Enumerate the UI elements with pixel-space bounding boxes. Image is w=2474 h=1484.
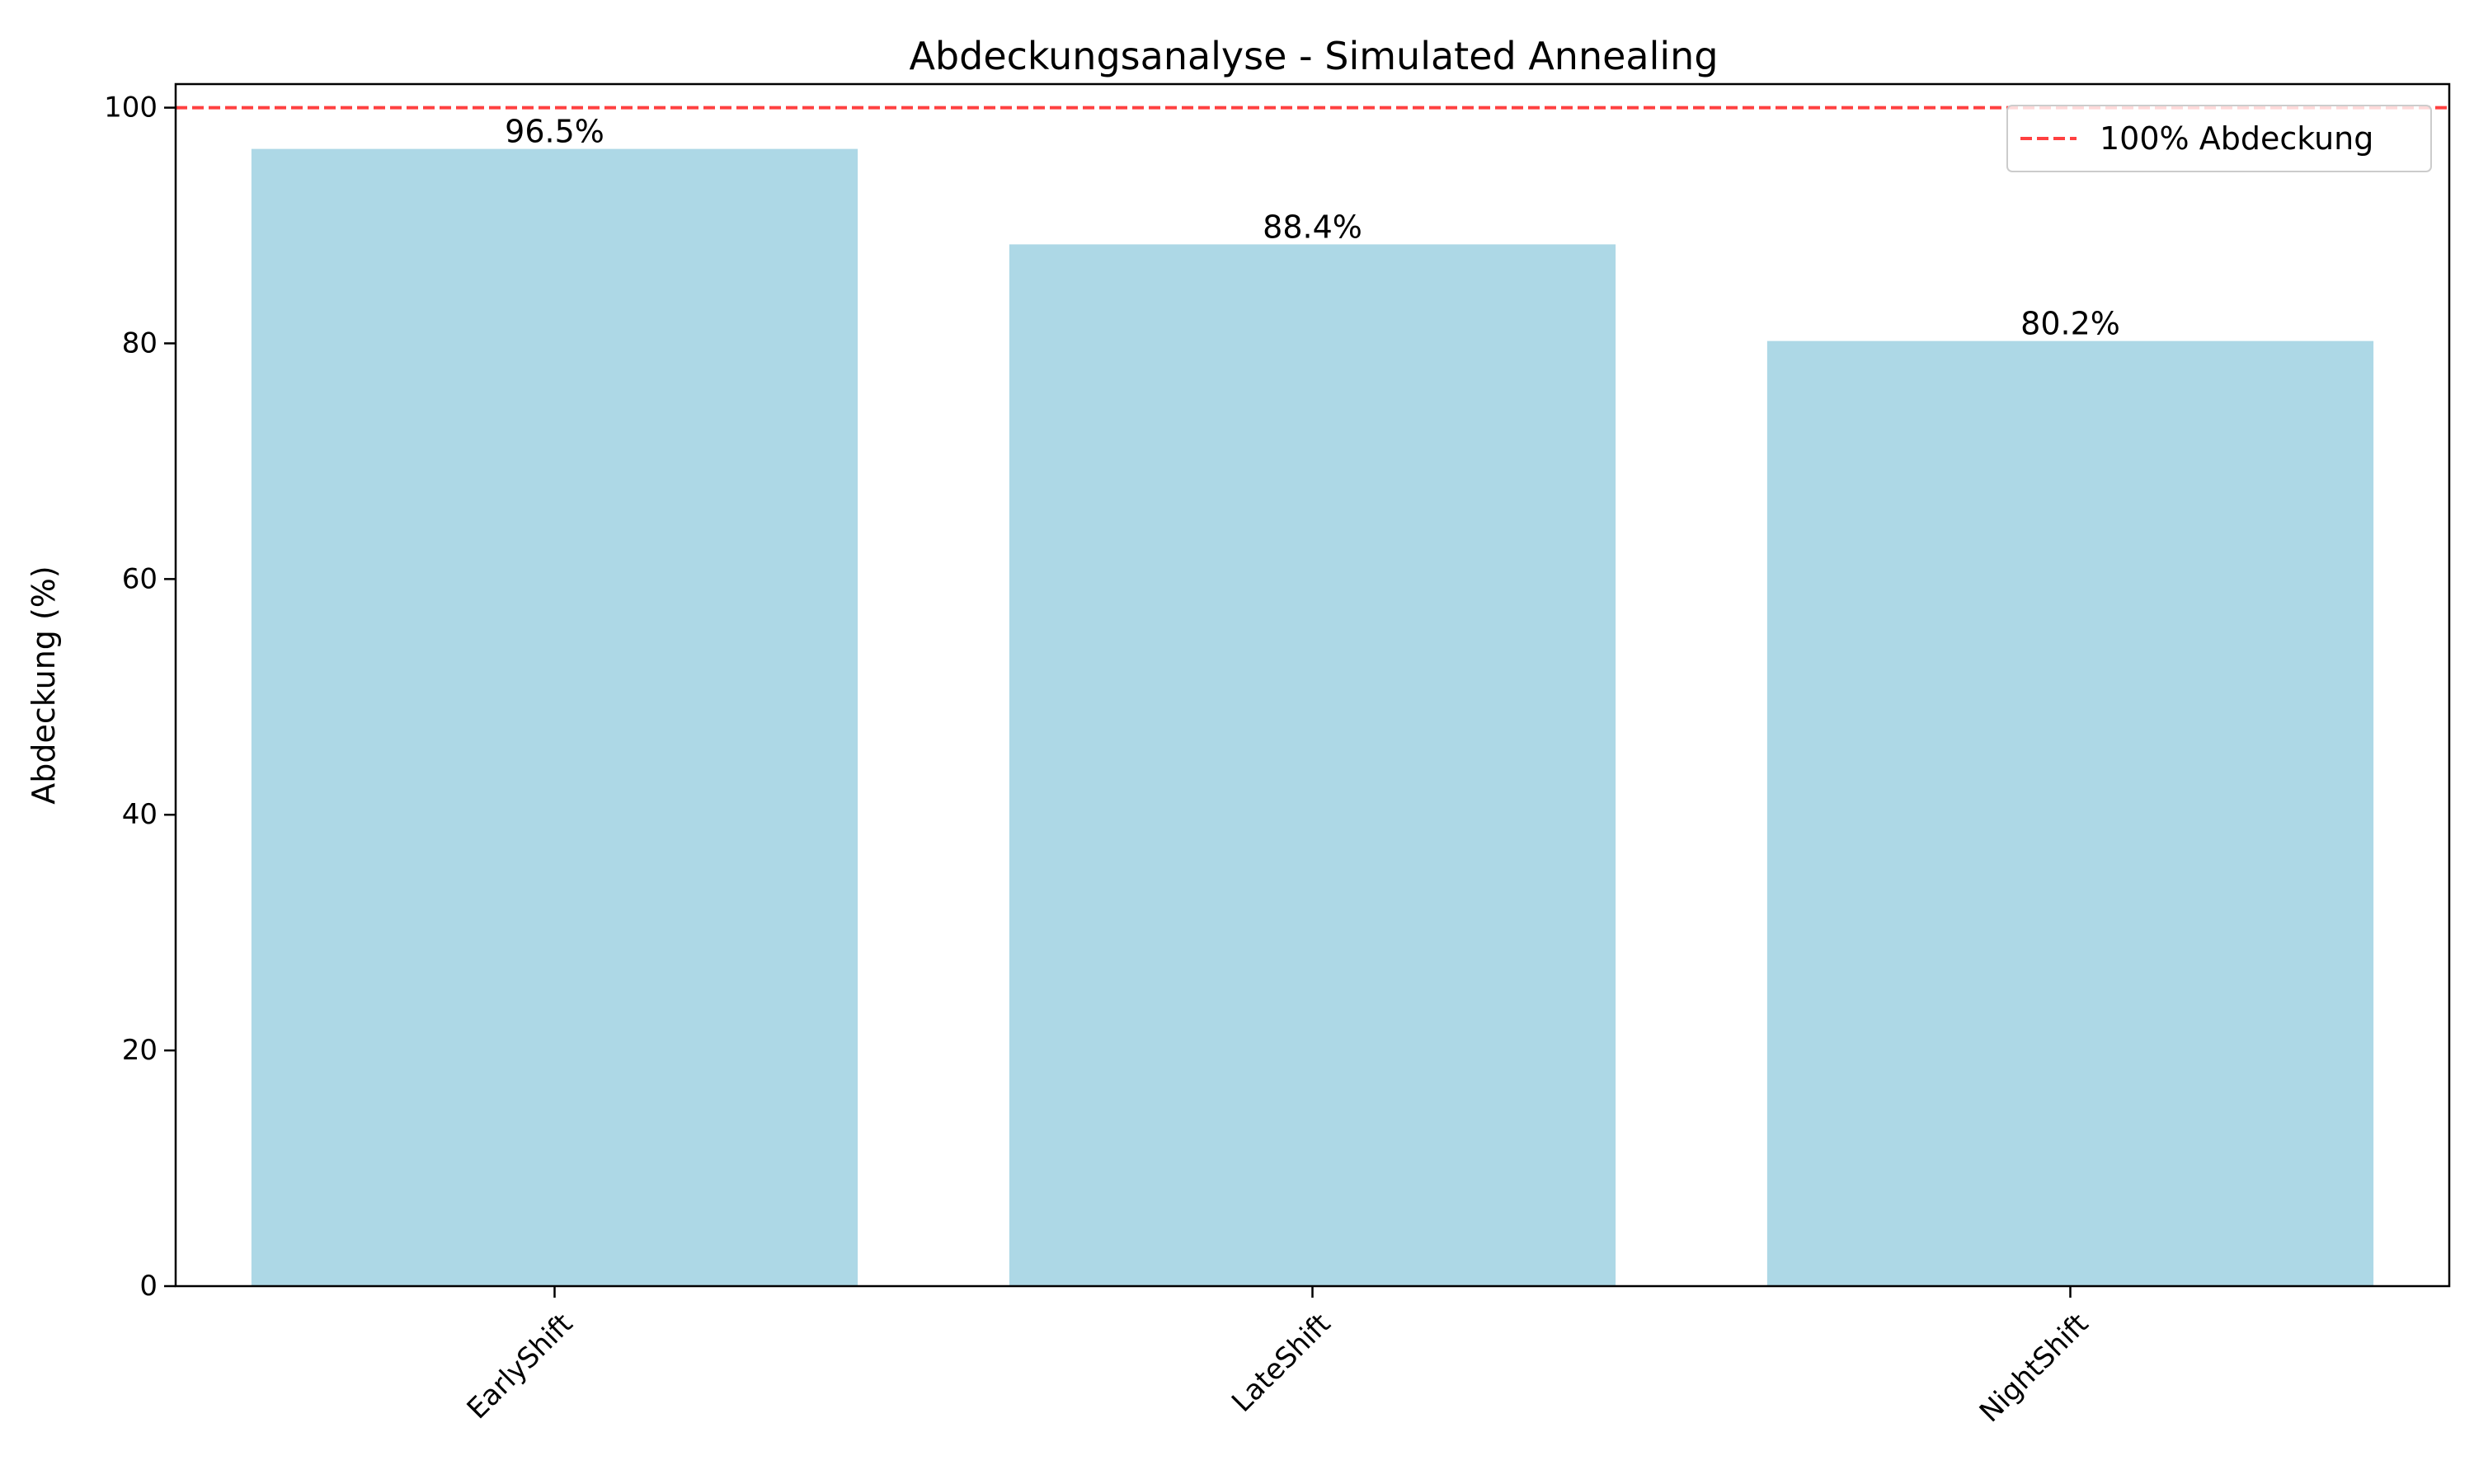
value-label-lateshift: 88.4% bbox=[1263, 209, 1362, 245]
y-tick-label: 100 bbox=[104, 92, 158, 124]
value-label-nightshift: 80.2% bbox=[2020, 306, 2120, 342]
bar-earlyshift bbox=[251, 148, 858, 1286]
chart-title: Abdeckungsanalyse - Simulated Annealing bbox=[909, 34, 1718, 78]
y-tick-label: 60 bbox=[122, 562, 158, 595]
y-tick-label: 80 bbox=[122, 326, 158, 359]
y-tick-label: 0 bbox=[139, 1270, 158, 1303]
value-label-earlyshift: 96.5% bbox=[505, 114, 604, 150]
legend: 100% Abdeckung bbox=[2006, 105, 2432, 172]
legend-label: 100% Abdeckung bbox=[2100, 120, 2373, 157]
y-tick-label: 20 bbox=[122, 1034, 158, 1067]
bars-layer bbox=[251, 148, 2374, 1286]
value-labels-layer: 96.5% 88.4% 80.2% bbox=[505, 114, 2120, 342]
bar-nightshift bbox=[1766, 340, 2374, 1286]
bar-lateshift bbox=[1009, 244, 1616, 1286]
y-axis-label: Abdeckung (%) bbox=[26, 566, 62, 804]
y-axis: 0 20 40 60 80 100 bbox=[104, 92, 176, 1303]
legend-box bbox=[2006, 105, 2432, 172]
y-tick-label: 40 bbox=[122, 798, 158, 831]
